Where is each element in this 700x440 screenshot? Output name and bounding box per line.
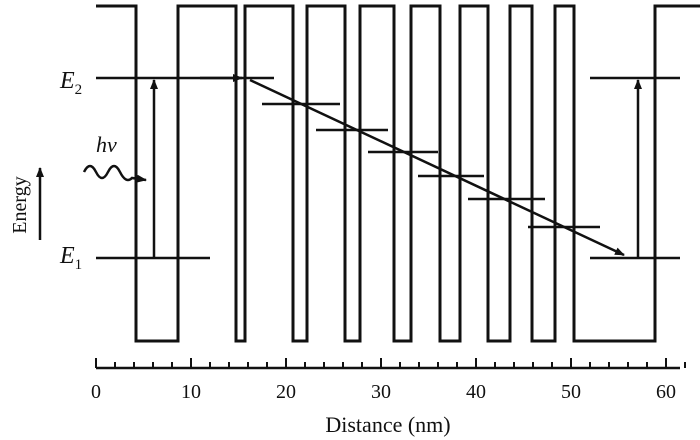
photon-label: hν (96, 132, 117, 157)
photon-wave (82, 164, 147, 183)
e1-label: E1 (59, 243, 82, 273)
x-tick-label: 20 (276, 381, 296, 403)
relaxation-arrow (249, 78, 625, 257)
x-tick-label: 0 (91, 381, 101, 403)
x-tick-label: 10 (181, 381, 201, 403)
band-profile (96, 4, 700, 343)
energy-label: Energy (9, 176, 31, 233)
x-axis-ticks: 0 10 20 30 40 50 60 (91, 358, 686, 403)
x-tick-label: 50 (561, 381, 581, 403)
x-axis-label: Distance (nm) (325, 412, 450, 437)
e2-label: E2 (59, 68, 82, 98)
x-tick-label: 30 (371, 381, 391, 403)
x-tick-label: 60 (656, 381, 676, 403)
x-tick-label: 40 (466, 381, 486, 403)
